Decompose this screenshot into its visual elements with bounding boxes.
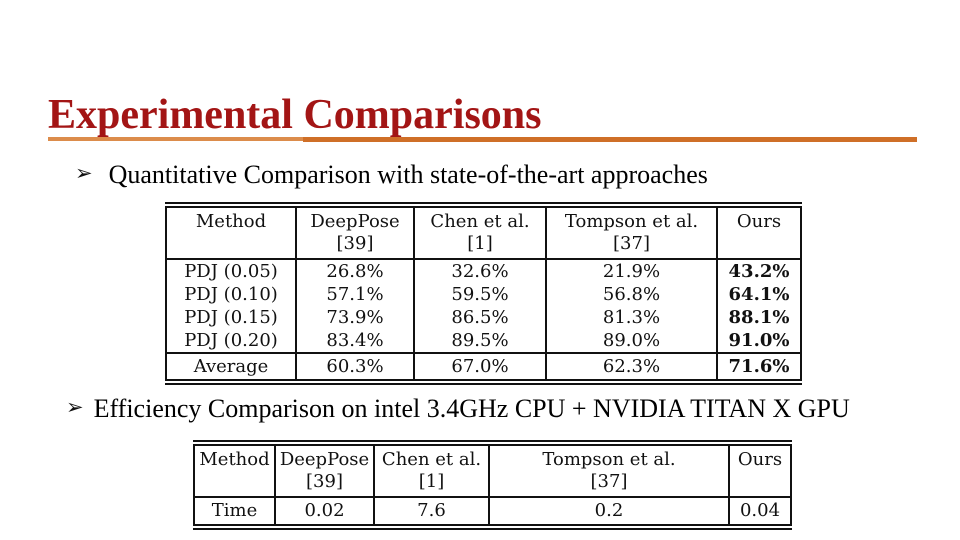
row-label: PDJ (0.20) (165, 329, 297, 353)
bullet-text: Efficiency Comparison on intel 3.4GHz CP… (93, 394, 850, 423)
col-header-chen: Chen et al. [1] (373, 443, 490, 498)
col-header-chen: Chen et al. [1] (413, 205, 547, 260)
table-header-row: Method DeepPose [39] Chen et al. [1] Tom… (165, 205, 802, 260)
cell-ours: 88.1% (716, 306, 802, 329)
cell-chen: 32.6% (413, 259, 547, 283)
cell-tompson: 81.3% (545, 306, 718, 329)
cell-chen: 67.0% (413, 352, 547, 382)
row-label: PDJ (0.10) (165, 283, 297, 306)
cell-deeppose: 60.3% (295, 352, 415, 382)
col-header-ours: Ours (716, 205, 802, 260)
cell-ours: 64.1% (716, 283, 802, 306)
table-row: PDJ (0.10) 57.1% 59.5% 56.8% 64.1% (165, 283, 802, 306)
col-header-tompson: Tompson et al. [37] (488, 443, 730, 498)
row-label: PDJ (0.15) (165, 306, 297, 329)
cell-chen: 89.5% (413, 329, 547, 353)
cell-ours: 71.6% (716, 352, 802, 382)
cell-chen: 86.5% (413, 306, 547, 329)
title-underline (48, 137, 917, 143)
table-header-row: Method DeepPose [39] Chen et al. [1] Tom… (193, 443, 792, 498)
col-header-ours: Ours (728, 443, 792, 498)
arrow-bullet-icon: ➢ (75, 161, 93, 185)
underline-segment-left (48, 137, 303, 141)
col-header-method: Method (165, 205, 297, 260)
cell-ours: 43.2% (716, 259, 802, 283)
table-row: PDJ (0.05) 26.8% 32.6% 21.9% 43.2% (165, 259, 802, 283)
cell-tompson: 56.8% (545, 283, 718, 306)
cell-tompson: 89.0% (545, 329, 718, 353)
cell-deeppose: 73.9% (295, 306, 415, 329)
col-header-deeppose: DeepPose [39] (274, 443, 375, 498)
table-row: Time 0.02 7.6 0.2 0.04 (193, 497, 792, 527)
cell-ours: 0.04 (728, 497, 792, 527)
bullet-text: Quantitative Comparison with state-of-th… (108, 160, 708, 189)
row-label: Time (193, 497, 276, 527)
cell-tompson: 62.3% (545, 352, 718, 382)
cell-deeppose: 26.8% (295, 259, 415, 283)
table-row: PDJ (0.15) 73.9% 86.5% 81.3% 88.1% (165, 306, 802, 329)
cell-ours: 91.0% (716, 329, 802, 353)
page-title: Experimental Comparisons (48, 92, 542, 139)
col-header-deeppose: DeepPose [39] (295, 205, 415, 260)
cell-deeppose: 57.1% (295, 283, 415, 306)
row-label: PDJ (0.05) (165, 259, 297, 283)
efficiency-comparison-table: Method DeepPose [39] Chen et al. [1] Tom… (193, 440, 792, 530)
cell-tompson: 0.2 (488, 497, 730, 527)
col-header-method: Method (193, 443, 276, 498)
table-average-row: Average 60.3% 67.0% 62.3% 71.6% (165, 352, 802, 382)
cell-chen: 59.5% (413, 283, 547, 306)
arrow-bullet-icon: ➢ (66, 395, 84, 419)
underline-segment-right (303, 137, 917, 142)
quantitative-comparison-table: Method DeepPose [39] Chen et al. [1] Tom… (165, 202, 802, 385)
table-row: PDJ (0.20) 83.4% 89.5% 89.0% 91.0% (165, 329, 802, 353)
col-header-tompson: Tompson et al. [37] (545, 205, 718, 260)
cell-deeppose: 0.02 (274, 497, 375, 527)
cell-deeppose: 83.4% (295, 329, 415, 353)
bullet-quantitative: ➢ Quantitative Comparison with state-of-… (75, 160, 708, 190)
cell-tompson: 21.9% (545, 259, 718, 283)
row-label: Average (165, 352, 297, 382)
bullet-efficiency: ➢ Efficiency Comparison on intel 3.4GHz … (66, 394, 850, 424)
cell-chen: 7.6 (373, 497, 490, 527)
